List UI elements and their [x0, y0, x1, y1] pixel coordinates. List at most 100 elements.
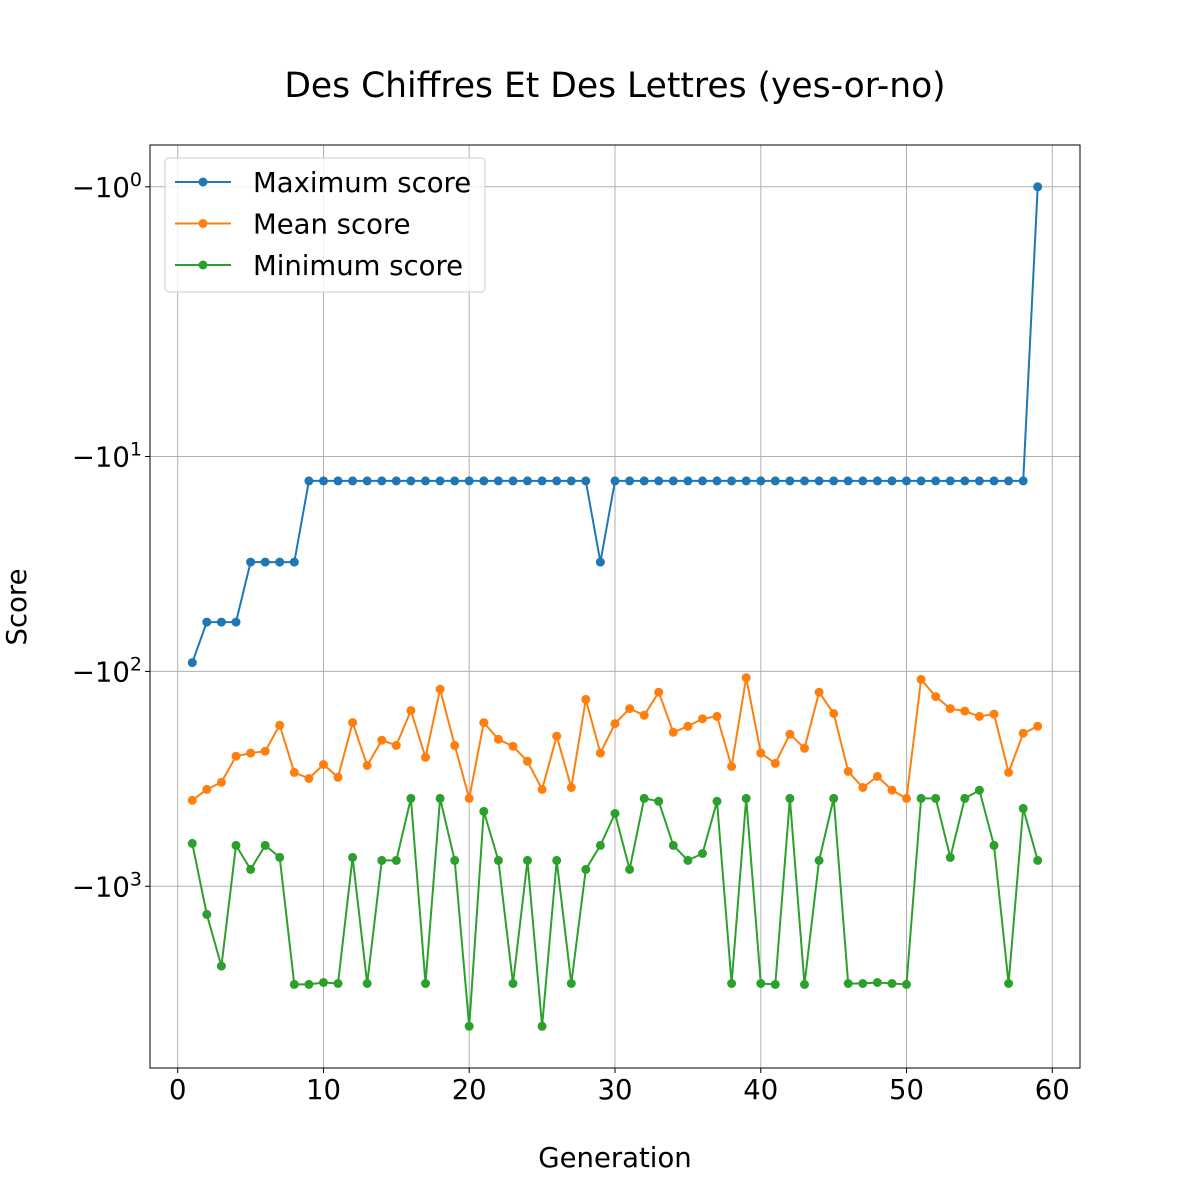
minimum-score-point	[639, 793, 649, 803]
minimum-score-point	[756, 979, 766, 988]
mean-score-point	[872, 771, 882, 781]
maximum-score-point	[639, 476, 649, 486]
mean-score-point	[698, 714, 707, 724]
minimum-score-point	[377, 855, 387, 865]
maximum-score-point	[260, 557, 270, 567]
mean-score-point	[1004, 767, 1014, 777]
minimum-score-point	[1018, 803, 1028, 813]
minimum-score-point	[216, 961, 226, 971]
minimum-score-point	[610, 809, 620, 818]
legend: Maximum score Mean score Minimum score	[164, 157, 486, 293]
mean-score-point	[785, 729, 795, 739]
mean-score-point	[581, 694, 591, 704]
minimum-score-point	[1004, 979, 1014, 988]
mean-score-point	[260, 746, 270, 756]
x-tick-label: 60	[1035, 1074, 1070, 1106]
maximum-score-point	[960, 476, 970, 486]
maximum-score-point	[333, 476, 343, 486]
maximum-score-point	[450, 476, 460, 486]
minimum-score-point	[391, 855, 401, 865]
y-tick-label: −101	[72, 439, 142, 474]
maximum-score-point	[581, 476, 591, 486]
mean-score-point	[289, 767, 299, 777]
maximum-score-point	[610, 476, 620, 486]
maximum-score-point	[756, 476, 766, 486]
mean-score-point	[304, 774, 314, 783]
legend-item-mean-score: Mean score	[175, 209, 411, 241]
minimum-score-point	[260, 840, 270, 850]
x-tick-label: 10	[306, 1074, 341, 1106]
mean-score-point	[362, 761, 372, 770]
x-tick-label: 50	[889, 1074, 924, 1106]
mean-score-point	[945, 704, 955, 714]
mean-score-point	[391, 740, 401, 750]
legend-box	[164, 157, 486, 293]
mean-score-point	[960, 706, 970, 716]
y-tick-label-exponent: 1	[130, 439, 142, 461]
mean-score-point	[989, 709, 999, 719]
mean-score-point	[377, 735, 387, 745]
maximum-score-point	[785, 476, 795, 486]
minimum-score-point	[508, 979, 518, 988]
minimum-score-point	[552, 855, 562, 865]
mean-score-point	[566, 783, 576, 792]
maximum-score-point	[945, 476, 955, 486]
mean-score-point	[216, 777, 226, 787]
minimum-score-point	[654, 796, 664, 806]
mean-score-series	[187, 673, 1043, 805]
maximum-score-point	[698, 476, 707, 486]
mean-score-point	[756, 748, 766, 758]
maximum-score-point	[727, 476, 737, 486]
maximum-score-point	[668, 476, 678, 486]
mean-score-point	[464, 793, 474, 803]
mean-score-point	[523, 756, 532, 766]
minimum-score-point	[333, 979, 343, 988]
mean-score-point	[902, 793, 911, 803]
minimum-score-point	[989, 840, 999, 850]
maximum-score-point	[989, 476, 999, 486]
mean-score-point	[493, 734, 503, 744]
maximum-score-point	[872, 476, 882, 486]
mean-score-point	[348, 718, 358, 728]
minimum-score-point	[246, 864, 256, 874]
maximum-score-point	[508, 476, 518, 486]
y-tick-label-exponent: 0	[130, 169, 142, 191]
minimum-score-series	[187, 785, 1043, 1031]
maximum-score-point	[552, 476, 562, 486]
maximum-score-point	[464, 476, 474, 486]
maximum-score-point	[275, 557, 285, 567]
mean-score-point	[187, 795, 197, 805]
maximum-score-point	[348, 476, 358, 486]
mean-score-point	[1033, 721, 1043, 731]
minimum-score-point	[187, 838, 197, 848]
legend-item-maximum-score: Maximum score	[175, 167, 471, 199]
maximum-score-point	[858, 476, 868, 486]
y-tick-label-base: −10	[72, 656, 130, 688]
minimum-score-point	[829, 793, 839, 803]
minimum-score-point	[625, 864, 635, 874]
maximum-score-point	[712, 476, 722, 486]
x-tick-label: 0	[169, 1074, 187, 1106]
minimum-score-point	[683, 855, 693, 865]
mean-score-point	[333, 772, 343, 782]
mean-score-point	[319, 760, 328, 769]
minimum-score-point	[231, 840, 241, 850]
maximum-score-point	[843, 476, 853, 486]
maximum-score-point	[1018, 476, 1028, 486]
maximum-score-point	[683, 476, 693, 486]
x-tick-label: 20	[452, 1074, 487, 1106]
minimum-score-point	[348, 852, 358, 862]
mean-score-point	[450, 740, 460, 750]
minimum-score-point	[785, 793, 795, 803]
mean-score-point	[887, 785, 897, 795]
maximum-score-point	[391, 476, 401, 486]
mean-score-point	[741, 673, 751, 683]
mean-score-point	[595, 748, 605, 758]
maximum-score-point	[537, 476, 547, 486]
legend-marker	[198, 260, 208, 270]
y-axis: −100−101−102−103	[72, 169, 150, 903]
maximum-score-point	[406, 476, 416, 486]
x-axis-label: Generation	[538, 1142, 691, 1174]
minimum-score-point	[581, 864, 591, 874]
mean-score-point	[931, 692, 941, 702]
